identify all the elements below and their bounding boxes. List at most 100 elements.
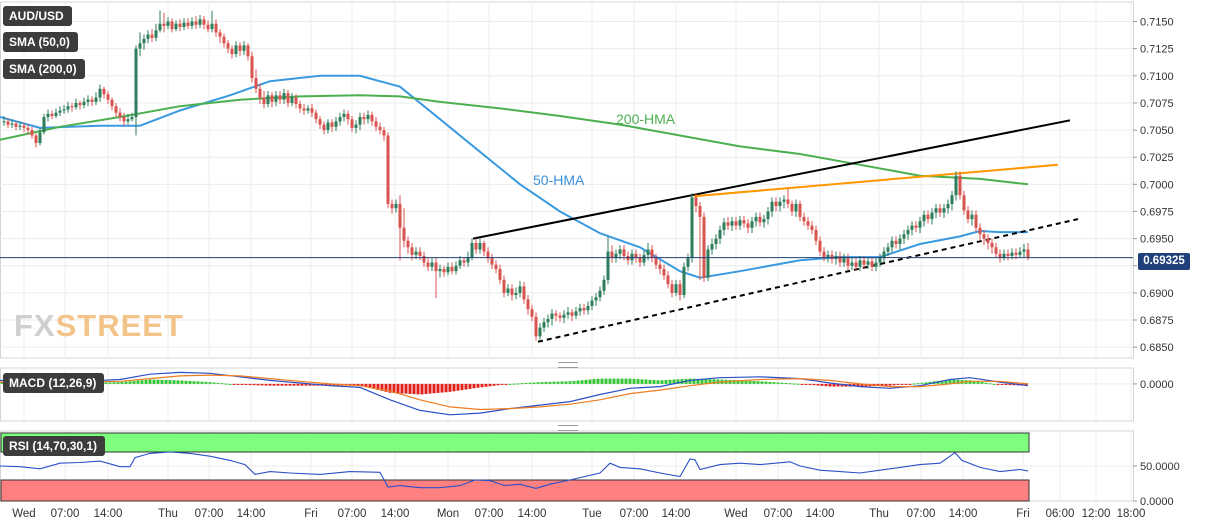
candle-body: [890, 240, 894, 248]
candle: [578, 303, 582, 316]
y-tick-label: 50.0000: [1140, 461, 1180, 473]
candle-body: [722, 222, 726, 230]
candle-body: [174, 23, 178, 30]
macd-hist-bar: [212, 382, 216, 384]
candle-body: [770, 201, 774, 212]
candle-body: [278, 95, 282, 100]
macd-panel[interactable]: 0.0000: [0, 367, 1174, 422]
macd-resize-handle[interactable]: [558, 362, 578, 368]
candle: [150, 29, 154, 43]
candle: [898, 234, 902, 250]
candle-body: [674, 284, 678, 293]
candle-body: [938, 208, 942, 213]
candle-body: [206, 24, 210, 30]
candle-body: [346, 113, 350, 120]
resistance-trendline[interactable]: [472, 119, 1071, 240]
candle: [966, 206, 970, 224]
orange-trendline[interactable]: [693, 163, 1059, 198]
candle: [738, 215, 742, 230]
candle: [542, 317, 546, 332]
candle-body: [818, 240, 822, 252]
candle-body: [758, 216, 762, 223]
macd-hist-bar: [656, 380, 660, 384]
y-tick-label: 0.7075: [1140, 98, 1174, 110]
macd-hist-bar: [560, 381, 564, 384]
candle-body: [134, 48, 138, 118]
candle-body: [198, 19, 202, 25]
macd-hist-bar: [740, 380, 744, 384]
sma50-label[interactable]: SMA (50,0): [3, 32, 78, 52]
candle-body: [262, 97, 266, 105]
time-axis: Wed 07:00 14:00 Thu 07:00 14:00 Fri 07:00 14:00 M…: [12, 508, 1145, 520]
candle-body: [966, 210, 970, 220]
symbol-label[interactable]: AUD/USD: [3, 6, 72, 26]
candle-body: [994, 247, 998, 254]
macd-hist-bar: [104, 382, 108, 384]
macd-hist-bar: [676, 379, 680, 384]
candle: [342, 109, 346, 122]
rsi-label[interactable]: RSI (14,70,30,1): [3, 436, 106, 456]
macd-hist-bar: [568, 381, 572, 384]
macd-hist-bar: [704, 379, 708, 384]
candle: [674, 279, 678, 297]
macd-hist-bar: [360, 383, 364, 387]
candle-body: [14, 123, 18, 127]
candle-body: [670, 284, 674, 293]
macd-hist-bar: [776, 382, 780, 384]
candle: [570, 309, 574, 322]
candle: [270, 92, 274, 108]
candle-body: [570, 312, 574, 316]
candle: [406, 236, 410, 254]
candle: [1002, 249, 1006, 261]
candle-body: [990, 242, 994, 248]
candle-body: [886, 247, 890, 252]
candle-body: [98, 88, 102, 98]
sma200-label[interactable]: SMA (200,0): [3, 59, 85, 79]
macd-hist-bar: [296, 383, 300, 386]
candle-body: [622, 249, 626, 256]
candle-body: [830, 254, 834, 260]
candle: [566, 306, 570, 319]
candle: [854, 258, 858, 272]
candle: [266, 91, 270, 108]
candle-body: [986, 238, 990, 243]
candle-body: [638, 258, 642, 263]
price-panel[interactable]: 0.7150 0.7125 0.7100 0.7075 0.7050 0.7025 0.70…: [0, 1, 1174, 359]
candle-body: [150, 34, 154, 38]
candle-body: [178, 23, 182, 27]
macd-hist-bar: [804, 383, 808, 385]
signal-line: [0, 374, 1029, 411]
candle: [870, 257, 874, 272]
candle-body: [650, 249, 654, 259]
candle: [498, 264, 502, 285]
candle-body: [806, 221, 810, 226]
candle-body: [690, 197, 694, 259]
candle-body: [182, 22, 186, 27]
candle-body: [558, 315, 562, 318]
candle: [690, 193, 694, 263]
candle: [258, 83, 262, 105]
macd-hist-bar: [980, 382, 984, 384]
candle: [34, 133, 38, 148]
rsi-panel[interactable]: 50.0000 0.0000: [0, 430, 1180, 508]
candle: [934, 203, 938, 218]
candle-body: [550, 313, 554, 319]
candle: [850, 258, 854, 271]
candle: [230, 45, 234, 59]
candle-body: [614, 253, 618, 259]
candle: [862, 255, 866, 269]
candle-body: [446, 266, 450, 273]
candle-body: [894, 240, 898, 245]
candle: [666, 271, 670, 289]
candle-body: [82, 101, 86, 106]
candle-body: [850, 262, 854, 266]
macd-hist-bar: [788, 383, 792, 385]
macd-label[interactable]: MACD (12,26,9): [3, 373, 105, 393]
macd-hist-bar: [132, 380, 136, 384]
candle: [634, 249, 638, 263]
x-tick-label: Mon: [437, 508, 459, 520]
rsi-resize-handle[interactable]: [558, 425, 578, 431]
macd-hist-bar: [228, 383, 232, 385]
candle: [22, 122, 26, 133]
candle: [962, 190, 966, 215]
